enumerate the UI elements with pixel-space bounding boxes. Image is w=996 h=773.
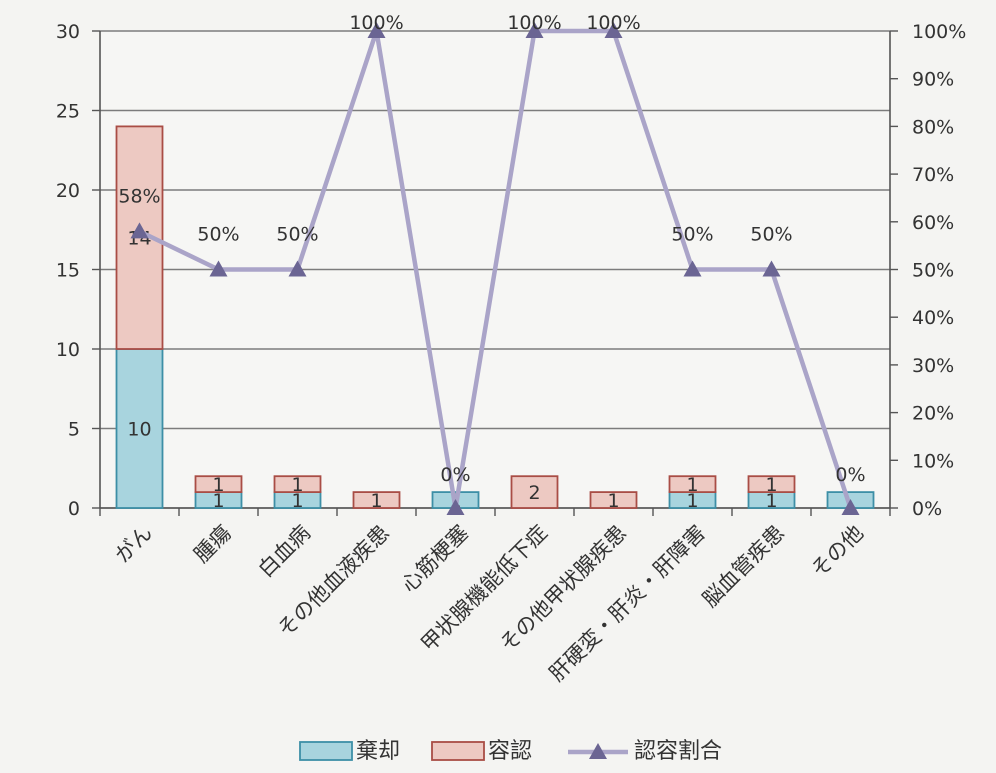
x-category-label: その他 [807, 521, 869, 583]
x-category-label: 白血病 [254, 521, 316, 583]
ratio-label: 100% [586, 12, 640, 34]
ratio-marker [446, 499, 465, 515]
bar-accepted [589, 491, 638, 509]
bar-accepted [352, 491, 401, 509]
legend-swatch-rejected [299, 741, 353, 761]
y-right-tick-label: 30% [912, 355, 954, 377]
ratio-marker [683, 260, 702, 277]
ratio-marker [288, 260, 307, 277]
y-right-tick-label: 50% [912, 260, 954, 282]
ratio-line [138, 28, 853, 511]
y-right-tick-label: 40% [912, 307, 954, 329]
ratio-label: 100% [349, 12, 403, 34]
y-right-tick-label: 0% [912, 498, 942, 520]
y-right-tick-label: 20% [912, 403, 954, 425]
ratio-label: 58% [118, 185, 160, 207]
legend-label-accepted: 容認 [488, 739, 532, 764]
x-category-label: 肝硬変・肝炎・肝障害 [545, 521, 710, 686]
legend-marker-ratio [589, 743, 607, 759]
y-right-tick-label: 60% [912, 212, 954, 234]
bar-accepted-label: 1 [370, 490, 382, 512]
legend-label-ratio: 認容割合 [634, 739, 722, 764]
bar-accepted-label: 1 [686, 474, 698, 496]
bar-accepted [747, 475, 796, 494]
bar-accepted-label: 1 [212, 474, 224, 496]
bar-accepted-label: 1 [291, 474, 303, 496]
ratio-label: 50% [750, 224, 792, 246]
ratio-label: 50% [276, 224, 318, 246]
bar-rejected-label: 10 [127, 419, 151, 441]
bar-accepted-label: 2 [528, 482, 540, 504]
ratio-label: 50% [671, 224, 713, 246]
bar-rejected-label: 1 [212, 490, 224, 512]
ratio-label: 0% [835, 464, 865, 486]
x-category-label: 腫瘍 [189, 521, 236, 568]
ratio-marker [604, 22, 623, 38]
ratio-marker [130, 222, 149, 239]
bar-accepted [273, 475, 322, 494]
bar-rejected-label: 1 [765, 490, 777, 512]
ratio-label: 100% [507, 12, 561, 34]
ratio-marker [762, 260, 781, 277]
legend-label-rejected: 棄却 [356, 739, 400, 764]
ratio-label: 0% [440, 464, 470, 486]
bar-accepted-label: 1 [607, 490, 619, 512]
y-left-tick-label: 10 [56, 339, 80, 361]
y-right-tick-label: 100% [912, 21, 966, 43]
ratio-marker [209, 260, 228, 277]
ratio-marker [841, 499, 860, 515]
bar-accepted [510, 475, 559, 509]
y-left-tick-label: 15 [56, 260, 80, 282]
y-right-tick-label: 80% [912, 116, 954, 138]
y-left-tick-label: 25 [56, 101, 80, 123]
y-left-tick-label: 20 [56, 180, 80, 202]
bar-accepted [668, 475, 717, 494]
bar-rejected-label: 1 [291, 490, 303, 512]
ratio-marker [525, 22, 544, 38]
y-right-tick-label: 70% [912, 164, 954, 186]
bar-accepted [194, 475, 243, 494]
y-left-tick-label: 5 [68, 419, 80, 441]
bar-accepted-label: 1 [765, 474, 777, 496]
y-left-tick-label: 30 [56, 21, 80, 43]
legend-swatch-accepted [431, 741, 485, 761]
y-right-tick-label: 90% [912, 69, 954, 91]
x-category-label: 心筋梗塞 [397, 521, 473, 597]
y-right-tick-label: 10% [912, 450, 954, 472]
x-category-label: がん [110, 521, 157, 568]
ratio-marker [367, 22, 386, 38]
y-left-tick-label: 0 [68, 498, 80, 520]
ratio-label: 50% [197, 224, 239, 246]
bar-rejected-label: 1 [686, 490, 698, 512]
x-category-label: 脳血管疾患 [698, 521, 789, 612]
